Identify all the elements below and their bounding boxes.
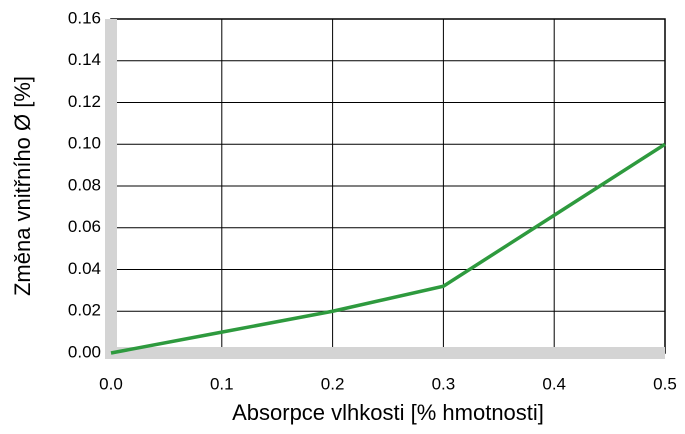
y-tick-label: 0.08 [68, 175, 101, 194]
x-tick-label: 0.2 [321, 374, 345, 393]
y-axis-title: Změna vnitřního Ø [%] [10, 76, 35, 296]
y-tick-label: 0.02 [68, 301, 101, 320]
x-axis-title: Absorpce vlhkosti [% hmotnosti] [232, 400, 544, 425]
x-tick-label: 0.4 [542, 374, 566, 393]
y-tick-label: 0.04 [68, 259, 101, 278]
y-tick-label: 0.14 [68, 50, 101, 69]
x-tick-label: 0.1 [210, 374, 234, 393]
axis-band [105, 19, 117, 359]
y-tick-label: 0.12 [68, 92, 101, 111]
data-line [110, 142, 666, 355]
axis-band [105, 347, 665, 359]
x-tick-label: 0.3 [432, 374, 456, 393]
y-tick-label: 0.00 [68, 342, 101, 361]
y-tick-label: 0.06 [68, 217, 101, 236]
y-tick-label: 0.10 [68, 134, 101, 153]
x-tick-label: 0.5 [653, 374, 677, 393]
x-tick-label: 0.0 [99, 374, 123, 393]
y-tick-label: 0.16 [68, 8, 101, 27]
